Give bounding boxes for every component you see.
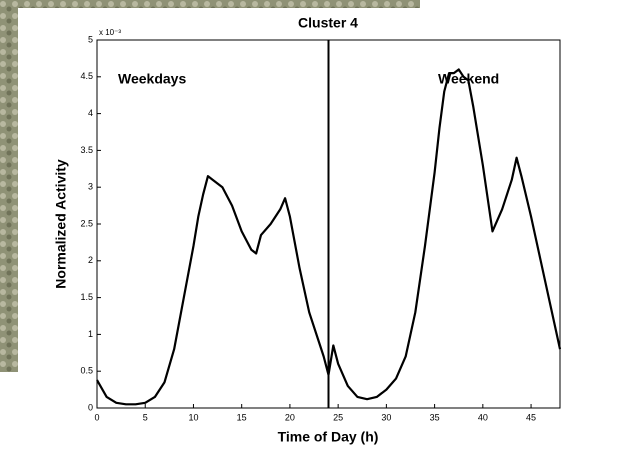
annotation: Weekdays	[118, 71, 186, 87]
y-axis-label: Normalized Activity	[53, 159, 69, 289]
x-axis-label: Time of Day (h)	[278, 429, 379, 445]
y-tick-label: 4.5	[80, 71, 93, 81]
x-tick-label: 5	[143, 412, 148, 422]
plot-panel	[18, 8, 617, 454]
y-tick-label: 0	[88, 402, 93, 412]
x-tick-label: 25	[333, 412, 343, 422]
y-tick-label: 3.5	[80, 145, 93, 155]
x-tick-label: 0	[94, 412, 99, 422]
x-tick-label: 30	[381, 412, 391, 422]
y-tick-label: 3	[88, 182, 93, 192]
x-tick-label: 40	[478, 412, 488, 422]
x-tick-label: 35	[430, 412, 440, 422]
x-tick-label: 10	[188, 412, 198, 422]
y-tick-label: 1.5	[80, 292, 93, 302]
y-tick-label: 5	[88, 34, 93, 44]
chart-title: Cluster 4	[298, 15, 358, 31]
y-tick-label: 2.5	[80, 218, 93, 228]
x-tick-label: 15	[237, 412, 247, 422]
y-multiplier: x 10⁻³	[99, 28, 121, 37]
y-tick-label: 0.5	[80, 366, 93, 376]
x-tick-label: 45	[526, 412, 536, 422]
y-tick-label: 4	[88, 108, 93, 118]
y-tick-label: 2	[88, 255, 93, 265]
y-tick-label: 1	[88, 329, 93, 339]
x-tick-label: 20	[285, 412, 295, 422]
annotation: Weekend	[438, 71, 499, 87]
data-line	[96, 68, 562, 406]
